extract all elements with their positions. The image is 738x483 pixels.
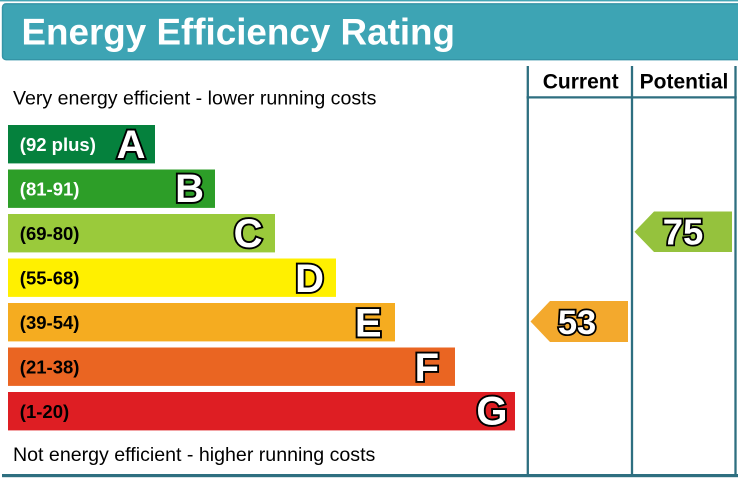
svg-text:F: F [415, 346, 439, 390]
svg-text:Potential: Potential [640, 70, 729, 93]
svg-text:(1-20): (1-20) [20, 401, 69, 422]
svg-text:75: 75 [663, 212, 704, 253]
svg-text:C: C [234, 212, 263, 256]
svg-text:(39-54): (39-54) [20, 312, 80, 333]
svg-text:53: 53 [558, 304, 596, 342]
svg-text:E: E [355, 301, 382, 345]
svg-text:(21-38): (21-38) [20, 356, 80, 377]
svg-text:Not energy efficient - higher: Not energy efficient - higher running co… [13, 444, 376, 466]
svg-text:Current: Current [543, 70, 619, 93]
svg-text:(92 plus): (92 plus) [20, 134, 96, 155]
svg-text:(81-91): (81-91) [20, 178, 80, 199]
svg-text:A: A [117, 123, 146, 167]
svg-text:(69-80): (69-80) [20, 223, 80, 244]
svg-text:B: B [175, 167, 204, 211]
svg-text:Very energy efficient - lower: Very energy efficient - lower running co… [13, 88, 377, 110]
svg-text:Energy Efficiency Rating: Energy Efficiency Rating [22, 11, 456, 52]
svg-text:D: D [295, 257, 324, 301]
svg-text:G: G [476, 389, 507, 433]
svg-text:(55-68): (55-68) [20, 267, 80, 288]
